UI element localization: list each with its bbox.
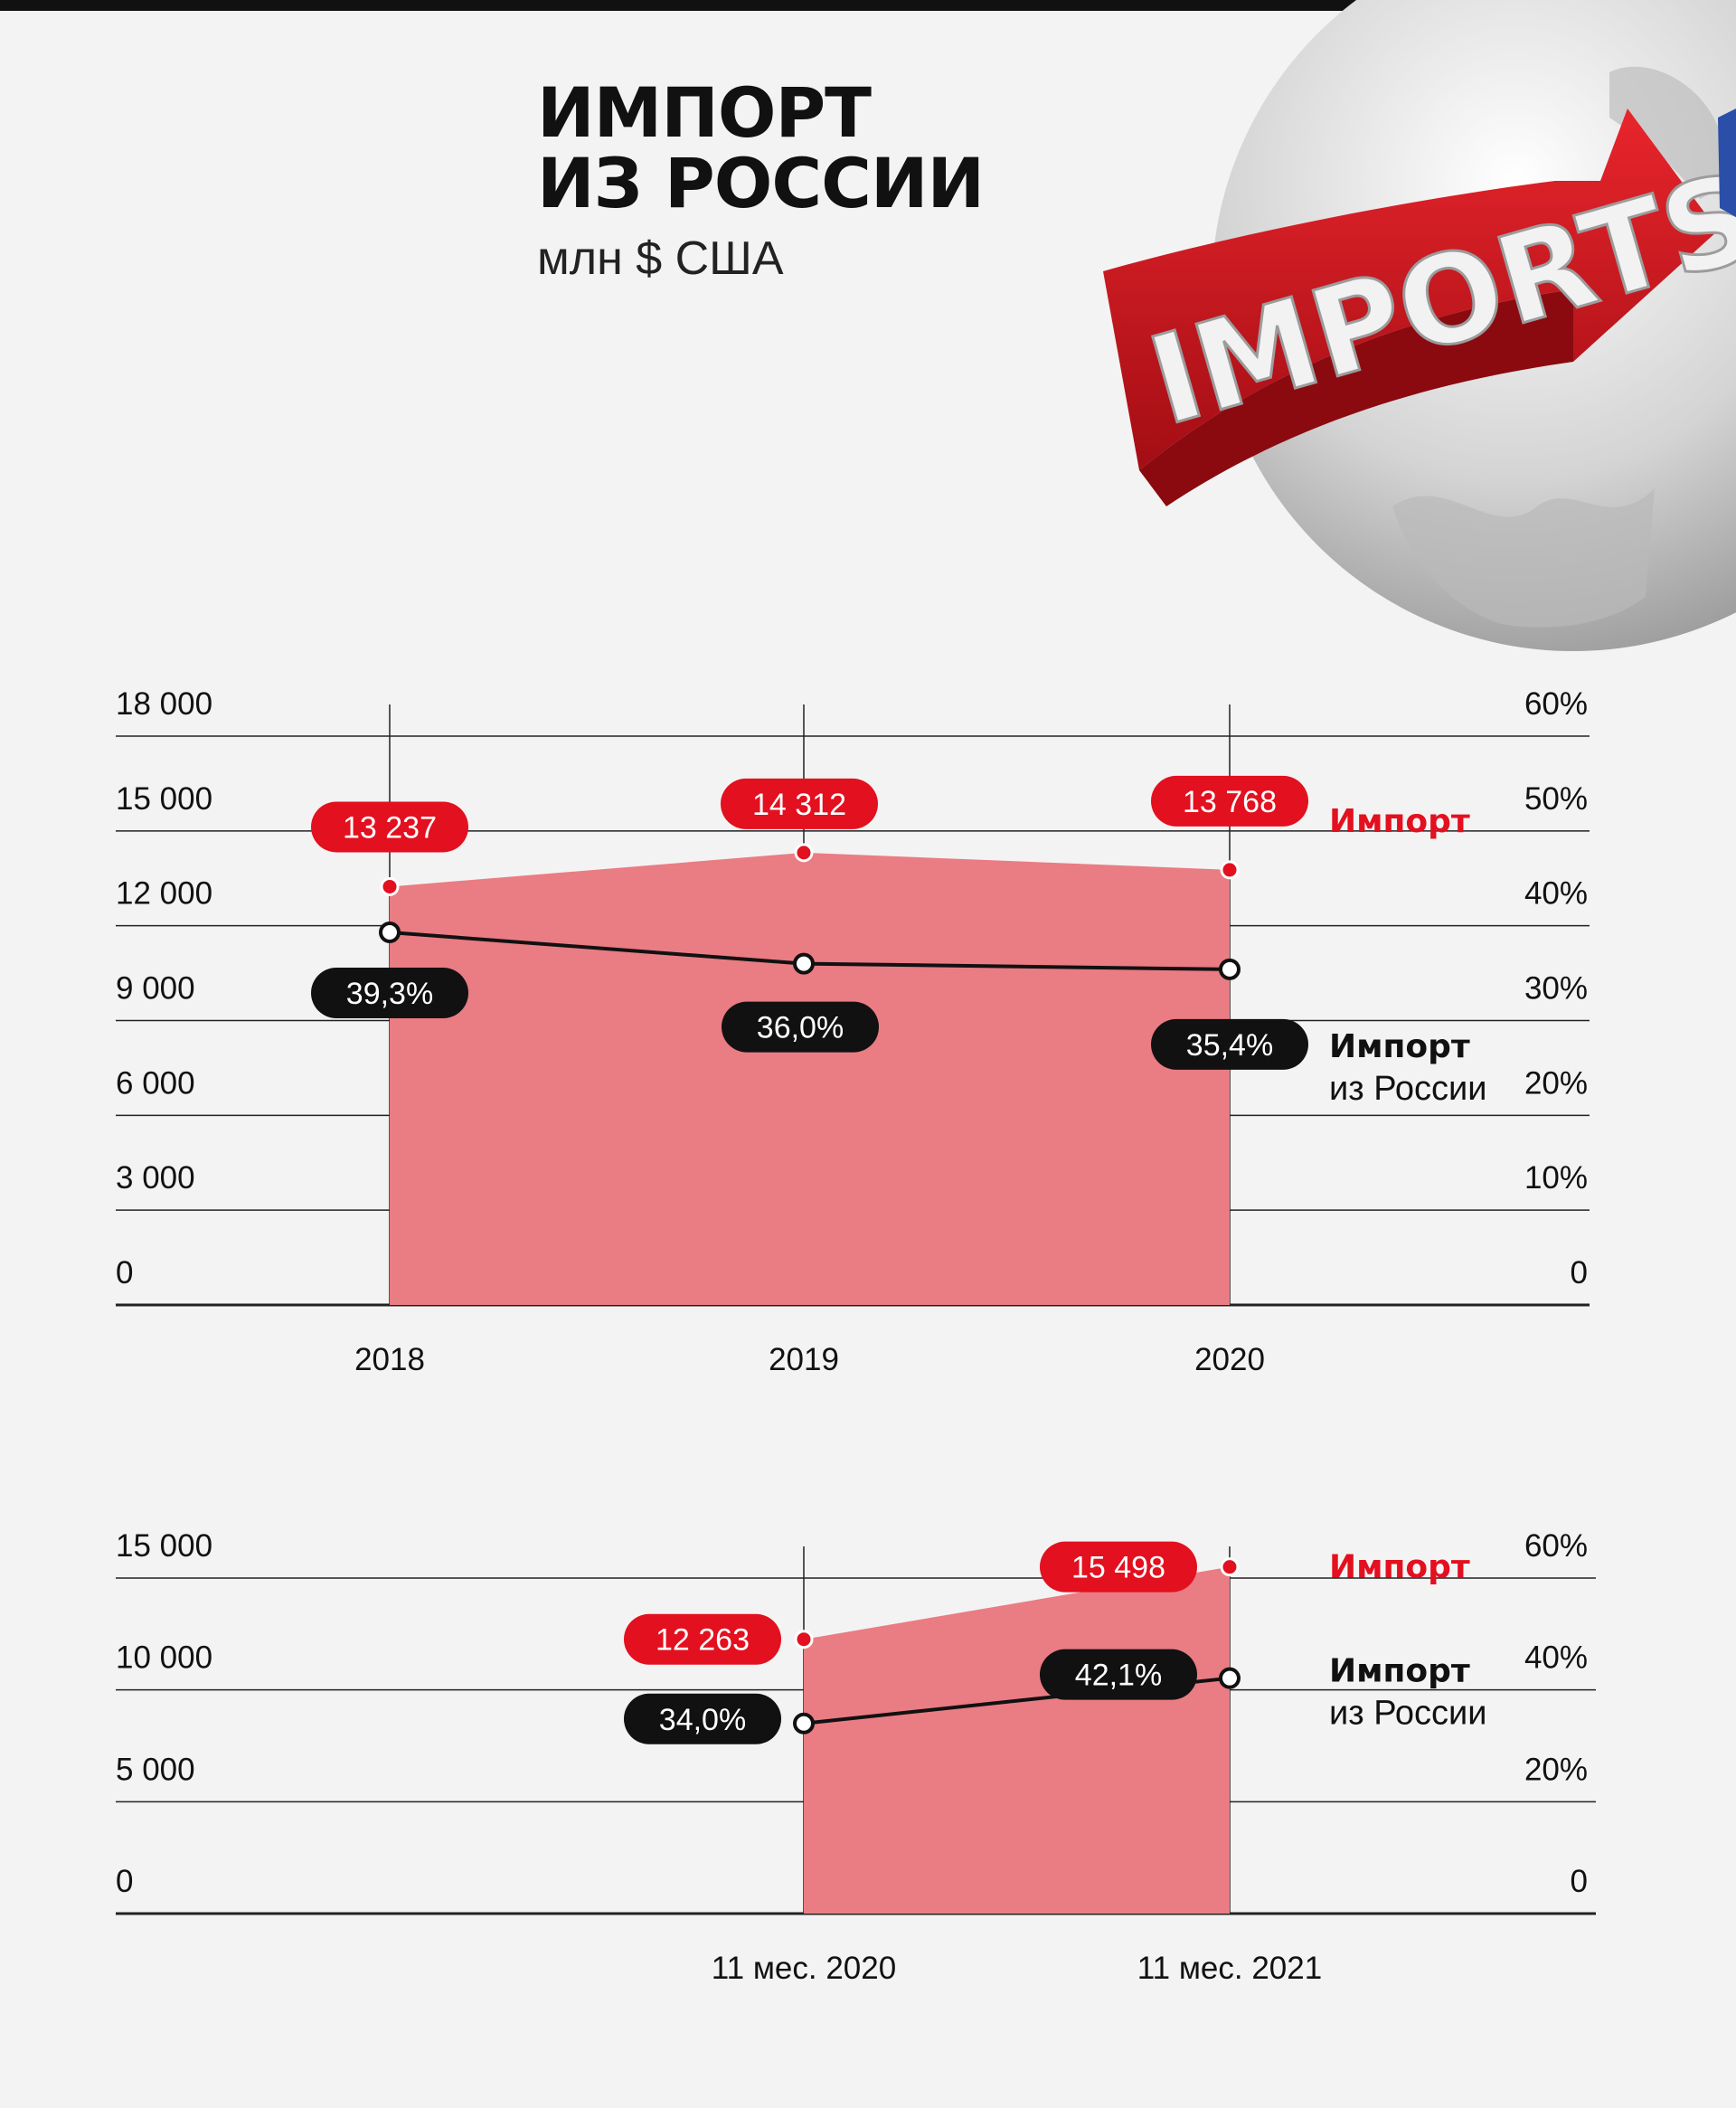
legend-import: Импорт [1329,1549,1470,1586]
import-point [1220,1557,1240,1577]
import-area [390,852,1230,1305]
import-markers: 12 263 15 498 [624,1541,1240,1665]
import-point [1220,860,1240,880]
share-value-label: 35,4% [1186,1028,1273,1063]
y-tick-left: 15 000 [116,781,212,817]
y-tick-right: 40% [1524,876,1588,912]
y-tick-left: 15 000 [116,1528,212,1564]
y-tick-left: 0 [116,1255,133,1290]
import-markers: 13 237 14 312 13 768 [311,775,1308,896]
legend: Импорт Импорт из России [1329,1549,1486,1733]
y-tick-right: 50% [1524,781,1588,817]
chart-11-months: 0 5 000 10 000 15 000 0 20% 40% 60% 11 мес. 20… [116,1528,1596,1986]
x-tick-label: 11 мес. 2021 [1137,1951,1322,1986]
legend-share-sub: из России [1329,1695,1486,1733]
legend-share: Импорт [1329,1028,1470,1065]
share-markers: 34,0% 42,1% [624,1649,1241,1744]
share-value-label: 42,1% [1075,1659,1162,1693]
import-value-label: 14 312 [752,788,846,822]
chart-yearly: 0 3 000 6 000 9 000 12 000 15 000 18 000 0 10% 2… [116,686,1590,1377]
x-tick-label: 11 мес. 2020 [712,1951,896,1986]
y-tick-right: 0 [1571,1255,1588,1290]
share-point [1219,958,1241,980]
import-point [794,843,814,863]
legend-share-sub: из России [1329,1070,1486,1108]
y-tick-left: 0 [116,1864,133,1899]
chart-title-line1: ИМПОРТ [537,72,872,153]
share-value-pill [624,1693,781,1744]
share-value-pill [311,968,468,1019]
y-tick-left: 9 000 [116,971,195,1007]
y-tick-left: 10 000 [116,1640,212,1676]
y-axis-left: 0 3 000 6 000 9 000 12 000 15 000 18 000 [116,686,212,1290]
import-value-label: 15 498 [1071,1551,1165,1585]
import-value-pill [1151,775,1308,827]
y-tick-right: 60% [1524,686,1588,722]
import-value-pill [721,778,878,829]
share-value-label: 34,0% [659,1703,746,1737]
import-area [804,1566,1230,1914]
legend: Импорт Импорт из России [1329,803,1486,1108]
share-point [793,1712,815,1735]
y-axis-right: 0 20% 40% 60% [1524,1528,1588,1899]
imports-globe-illustration: IMPORTS [1103,0,1736,651]
import-value-label: 12 263 [656,1623,750,1658]
share-value-label: 36,0% [757,1011,844,1045]
title-block: ИМПОРТ ИЗ РОССИИ млн $ США [537,72,985,286]
y-tick-left: 12 000 [116,876,212,912]
top-bar [0,0,1736,11]
y-axis-left: 0 5 000 10 000 15 000 [116,1528,212,1899]
y-tick-right: 60% [1524,1528,1588,1564]
y-axis-right: 0 10% 20% 30% 40% 50% 60% [1524,686,1588,1290]
y-tick-right: 40% [1524,1640,1588,1676]
x-tick-label: 2019 [769,1342,839,1377]
y-tick-left: 6 000 [116,1065,195,1101]
chart-title-line2: ИЗ РОССИИ [537,143,985,223]
import-value-pill [1040,1541,1197,1593]
share-point [793,952,815,975]
y-tick-right: 0 [1571,1864,1588,1899]
y-tick-right: 20% [1524,1065,1588,1101]
import-value-label: 13 237 [343,810,437,845]
share-markers: 39,3% 36,0% 35,4% [311,922,1308,1070]
y-tick-left: 5 000 [116,1752,195,1787]
import-value-pill [311,801,468,853]
share-value-pill [1151,1018,1308,1070]
share-point [1219,1667,1241,1689]
share-value-pill [722,1001,879,1053]
legend-import: Импорт [1329,803,1470,840]
import-point [380,876,400,896]
x-tick-label: 2018 [354,1342,425,1377]
y-tick-left: 18 000 [116,686,212,722]
import-value-pill [624,1613,781,1665]
y-tick-right: 10% [1524,1160,1588,1196]
legend-share: Импорт [1329,1653,1470,1690]
share-value-label: 39,3% [346,977,433,1011]
import-point [794,1630,814,1650]
y-tick-right: 30% [1524,971,1588,1007]
x-axis: 2018 2019 2020 [354,1342,1265,1377]
import-value-label: 13 768 [1183,785,1277,819]
red-arrow-ribbon [1103,109,1718,470]
y-tick-right: 20% [1524,1752,1588,1787]
share-value-pill [1040,1649,1197,1700]
share-point [379,922,401,944]
x-axis: 11 мес. 2020 11 мес. 2021 [712,1951,1322,1986]
x-tick-label: 2020 [1194,1342,1265,1377]
y-tick-left: 3 000 [116,1160,195,1196]
chart-unit: млн $ США [537,232,784,285]
